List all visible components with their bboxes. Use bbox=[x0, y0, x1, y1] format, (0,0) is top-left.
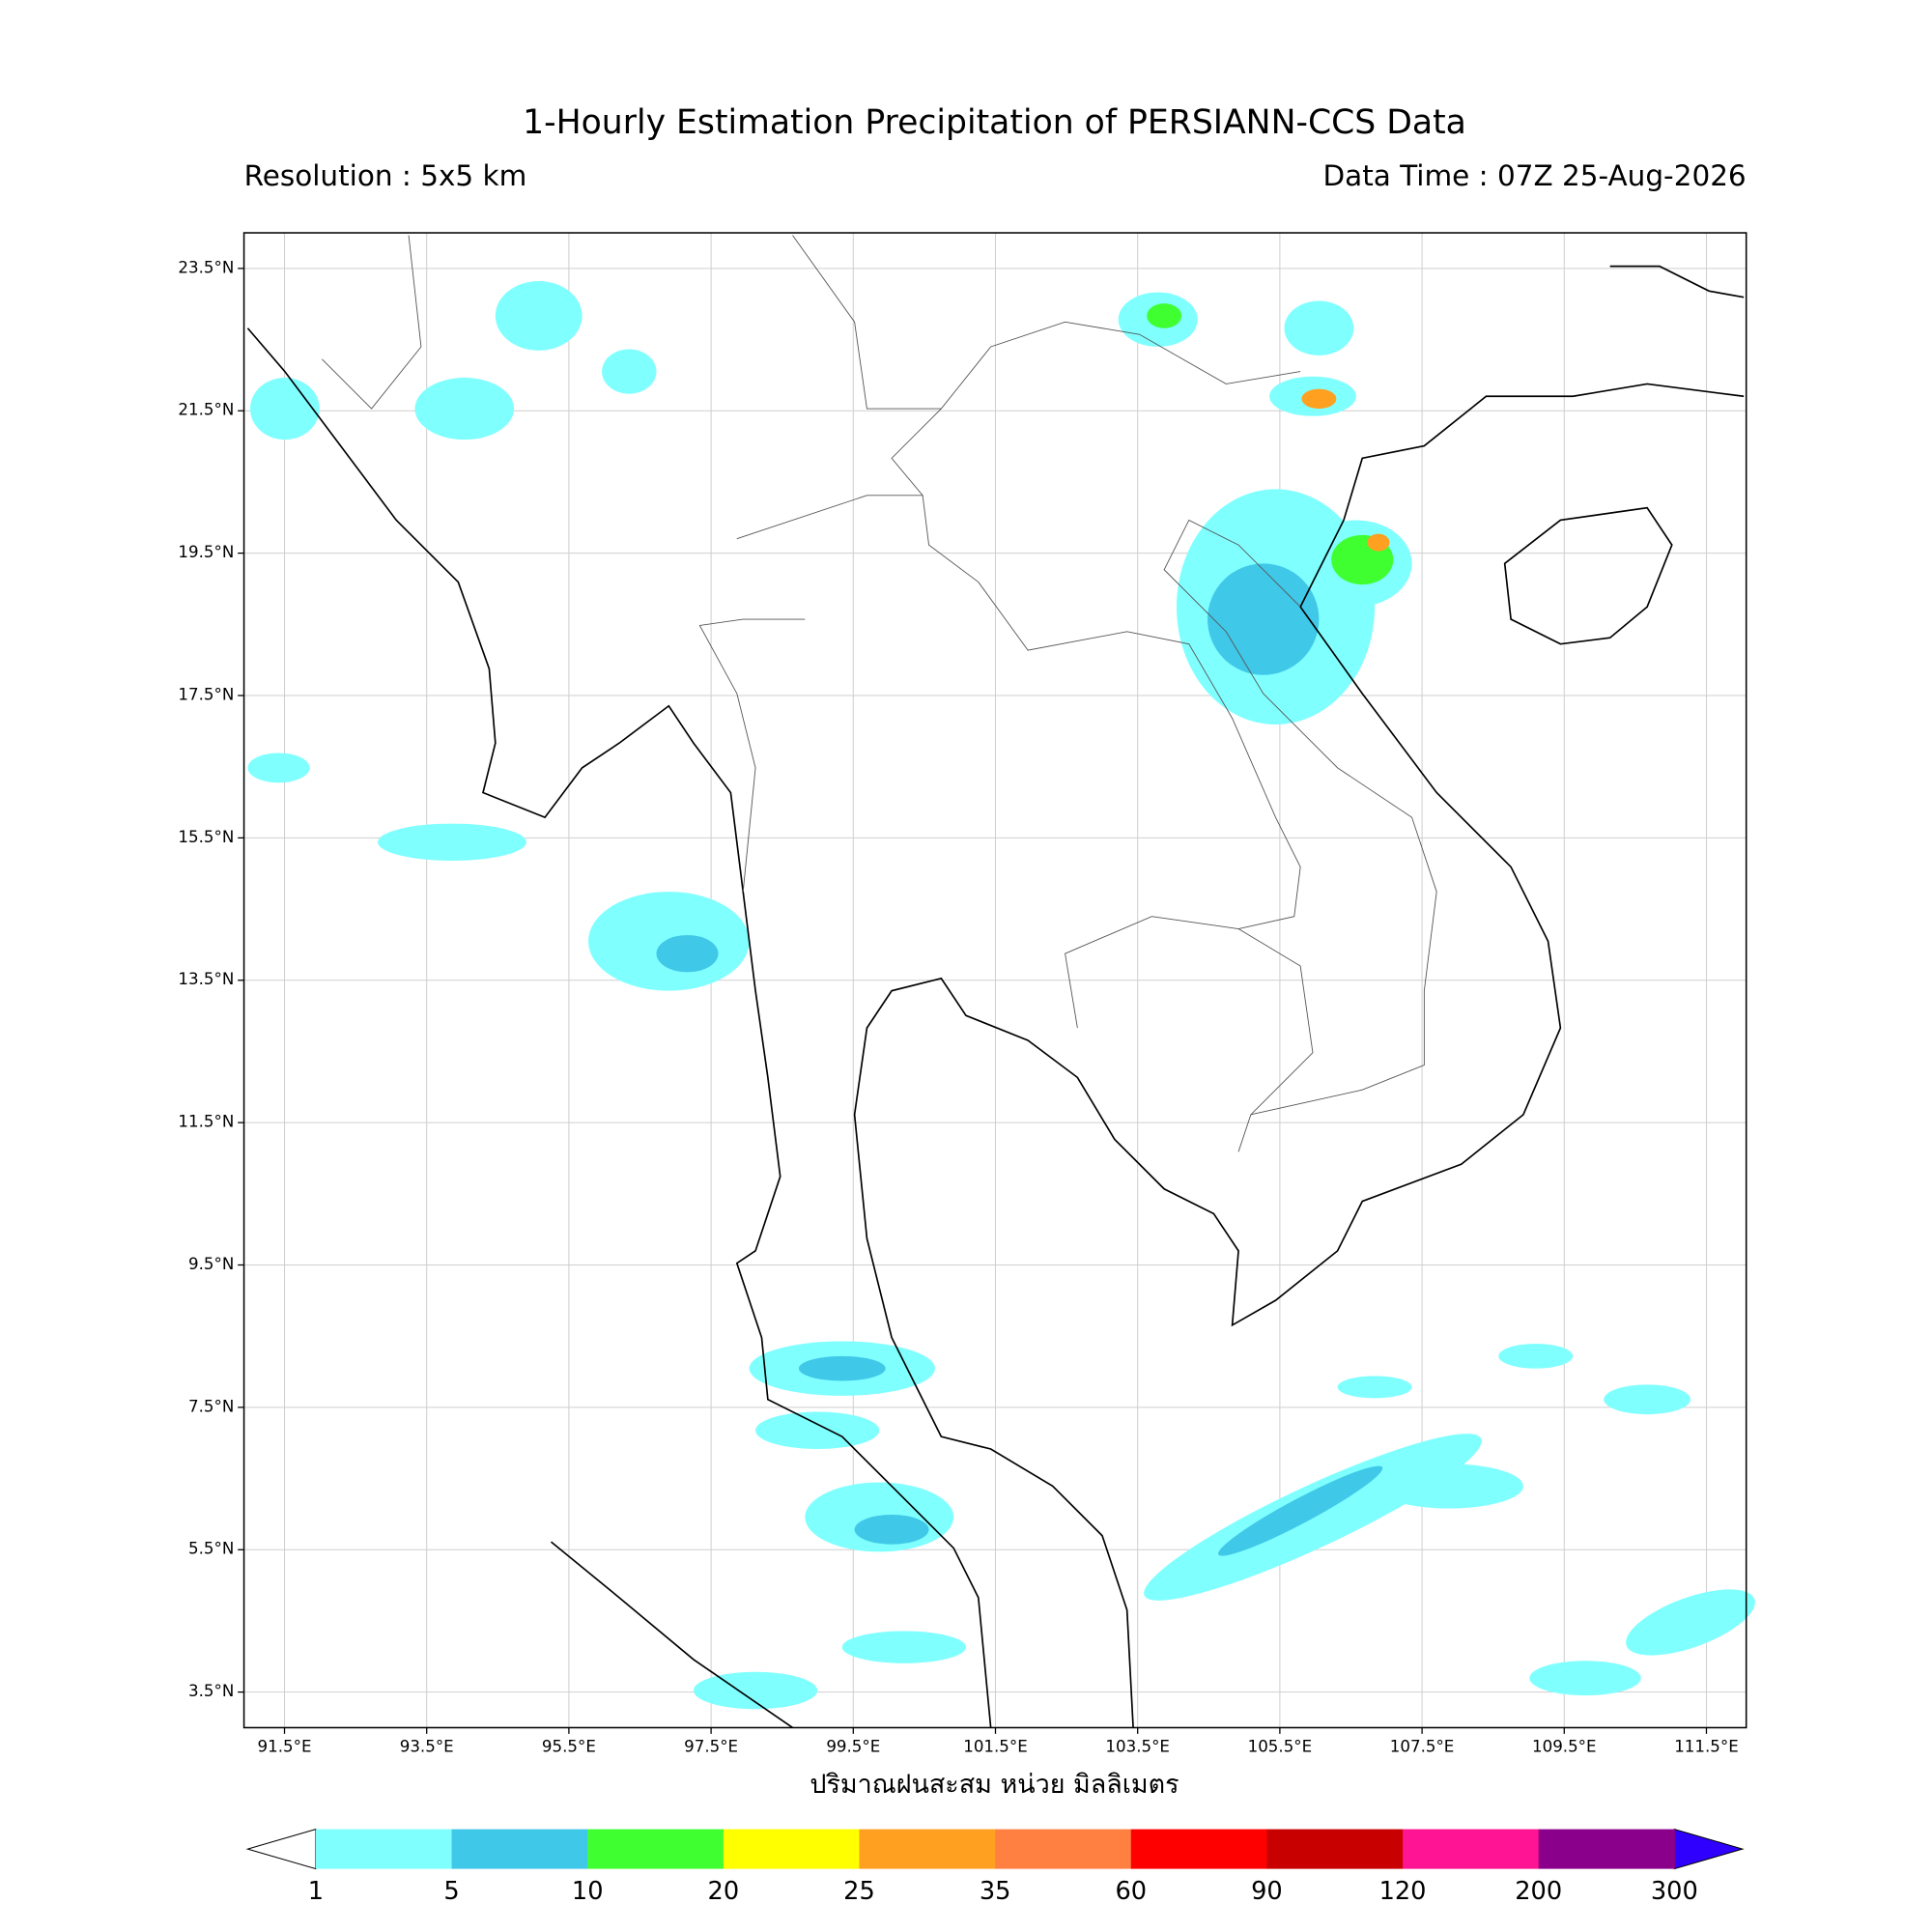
y-tick-label: 3.5°N bbox=[188, 1682, 234, 1700]
rain-area bbox=[249, 378, 320, 440]
rain-area bbox=[414, 378, 515, 440]
colorbar-tick-label: 120 bbox=[1379, 1877, 1427, 1906]
y-tick-label: 23.5°N bbox=[178, 258, 234, 276]
resolution: Resolution : 5x5 km bbox=[244, 159, 527, 192]
coastlines bbox=[246, 235, 1745, 1729]
rain-area bbox=[854, 1514, 929, 1545]
colorbar-tick-label: 5 bbox=[443, 1877, 459, 1906]
rain-area bbox=[378, 823, 526, 862]
x-tick-label: 103.5°E bbox=[1105, 1737, 1170, 1755]
colorbar-tick-label: 1 bbox=[308, 1877, 324, 1906]
rain-area bbox=[841, 1631, 966, 1663]
coastline bbox=[550, 1541, 793, 1729]
colorbar-segment bbox=[1130, 1829, 1268, 1869]
colorbar-over bbox=[1673, 1828, 1745, 1870]
colorbar-tick-label: 60 bbox=[1115, 1877, 1147, 1906]
colorbar-segment bbox=[587, 1829, 724, 1869]
coastline bbox=[1609, 265, 1745, 298]
axes: 91.5°E 93.5°E 95.5°E 97.5°E 99.5°E 101.5°E 103… bbox=[178, 258, 1738, 1755]
x-tick-label: 109.5°E bbox=[1532, 1737, 1597, 1755]
colorbar: 1 5 10 20 25 35 60 90 120 200 300 bbox=[245, 1828, 1745, 1906]
colorbar-segment bbox=[451, 1829, 588, 1869]
x-tick-label: 101.5°E bbox=[963, 1737, 1028, 1755]
y-tick-label: 9.5°N bbox=[188, 1255, 234, 1273]
rain-area bbox=[1367, 533, 1390, 552]
y-tick-label: 5.5°N bbox=[188, 1540, 234, 1558]
x-axis-label: ปริมาณฝนสะสม หน่วย มิลลิเมตร bbox=[810, 1770, 1179, 1800]
rain-area bbox=[693, 1671, 818, 1710]
rain-area bbox=[656, 934, 719, 973]
coastline bbox=[853, 383, 1745, 1728]
rain-area bbox=[798, 1355, 886, 1381]
rain-area bbox=[495, 281, 582, 351]
colorbar-segment bbox=[315, 1829, 453, 1869]
country-border bbox=[322, 235, 1437, 1116]
colorbar-under bbox=[245, 1828, 317, 1870]
rain-area bbox=[1529, 1661, 1641, 1696]
x-tick-label: 95.5°E bbox=[542, 1737, 596, 1755]
colorbar-segment bbox=[1538, 1829, 1675, 1869]
precipitation-field bbox=[247, 281, 1755, 1710]
grid bbox=[243, 233, 1747, 1728]
y-tick-label: 15.5°N bbox=[178, 828, 234, 846]
y-tick-label: 11.5°N bbox=[178, 1113, 234, 1131]
colorbar-segment bbox=[1266, 1829, 1404, 1869]
colorbar-tick-label: 200 bbox=[1515, 1877, 1562, 1906]
x-tick-label: 99.5°E bbox=[826, 1737, 880, 1755]
rain-area bbox=[755, 1411, 880, 1449]
x-tick-label: 93.5°E bbox=[400, 1737, 454, 1755]
rain-area bbox=[1284, 300, 1354, 355]
x-tick-label: 107.5°E bbox=[1390, 1737, 1455, 1755]
y-tick-label: 13.5°N bbox=[178, 970, 234, 988]
rain-area bbox=[1498, 1344, 1574, 1369]
x-tick-label: 91.5°E bbox=[258, 1737, 312, 1755]
title: 1-Hourly Estimation Precipitation of PER… bbox=[523, 103, 1466, 142]
y-tick-label: 19.5°N bbox=[178, 543, 234, 561]
rain-area bbox=[1375, 1463, 1523, 1509]
y-tick-label: 7.5°N bbox=[188, 1397, 234, 1415]
x-tick-label: 111.5°E bbox=[1674, 1737, 1739, 1755]
country-border bbox=[698, 495, 1314, 1152]
colorbar-tick-label: 20 bbox=[708, 1877, 740, 1906]
y-tick-label: 21.5°N bbox=[178, 401, 234, 419]
rain-area bbox=[1218, 1465, 1383, 1556]
rain-area bbox=[602, 349, 657, 394]
rain-area bbox=[247, 753, 310, 783]
rain-area bbox=[1626, 1589, 1755, 1656]
rain-area bbox=[1208, 563, 1320, 675]
coastline bbox=[1503, 506, 1673, 645]
colorbar-segment bbox=[859, 1829, 996, 1869]
rain-area bbox=[1147, 303, 1182, 328]
y-tick-label: 17.5°N bbox=[178, 685, 234, 703]
colorbar-tick-label: 25 bbox=[843, 1877, 875, 1906]
colorbar-tick-label: 90 bbox=[1251, 1877, 1283, 1906]
colorbar-tick-label: 10 bbox=[572, 1877, 604, 1906]
colorbar-segment bbox=[995, 1829, 1132, 1869]
rain-area bbox=[1301, 388, 1337, 410]
colorbar-tick-label: 300 bbox=[1651, 1877, 1698, 1906]
rain-area bbox=[1337, 1376, 1412, 1399]
x-tick-label: 105.5°E bbox=[1248, 1737, 1313, 1755]
colorbar-segment bbox=[1403, 1829, 1540, 1869]
colorbar-segment bbox=[723, 1829, 861, 1869]
data-time: Data Time : 07Z 25-Aug-2026 bbox=[1322, 159, 1746, 192]
rain-area bbox=[1604, 1384, 1690, 1415]
colorbar-tick-label: 35 bbox=[980, 1877, 1011, 1906]
coastline bbox=[246, 327, 992, 1728]
x-tick-label: 97.5°E bbox=[684, 1737, 738, 1755]
